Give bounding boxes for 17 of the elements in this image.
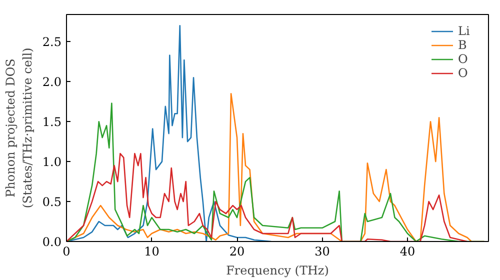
y-tick-label: 2.5 — [42, 35, 62, 50]
legend-label: O — [458, 66, 469, 80]
x-tick-label: 0 — [62, 244, 70, 258]
x-axis-title: Frequency (THz) — [226, 264, 329, 278]
x-tick-label: 40 — [400, 244, 416, 258]
y-tick-label: 1.0 — [42, 155, 62, 170]
legend-label: B — [458, 38, 468, 52]
legend-label: Li — [458, 24, 471, 38]
y-tick-label: 1.5 — [42, 115, 62, 130]
x-tick-label: 10 — [144, 244, 160, 258]
y-axis-title: Phonon projected DOS (States/THz·primitive cell) — [4, 48, 34, 208]
x-tick-label: 30 — [314, 244, 330, 258]
x-tick-label: 20 — [229, 244, 245, 258]
y-tick-label: 2.0 — [42, 75, 62, 90]
y-tick-label: 0.0 — [42, 235, 62, 249]
y-tick-label: 0.5 — [42, 195, 62, 210]
legend-label: O — [458, 52, 469, 66]
